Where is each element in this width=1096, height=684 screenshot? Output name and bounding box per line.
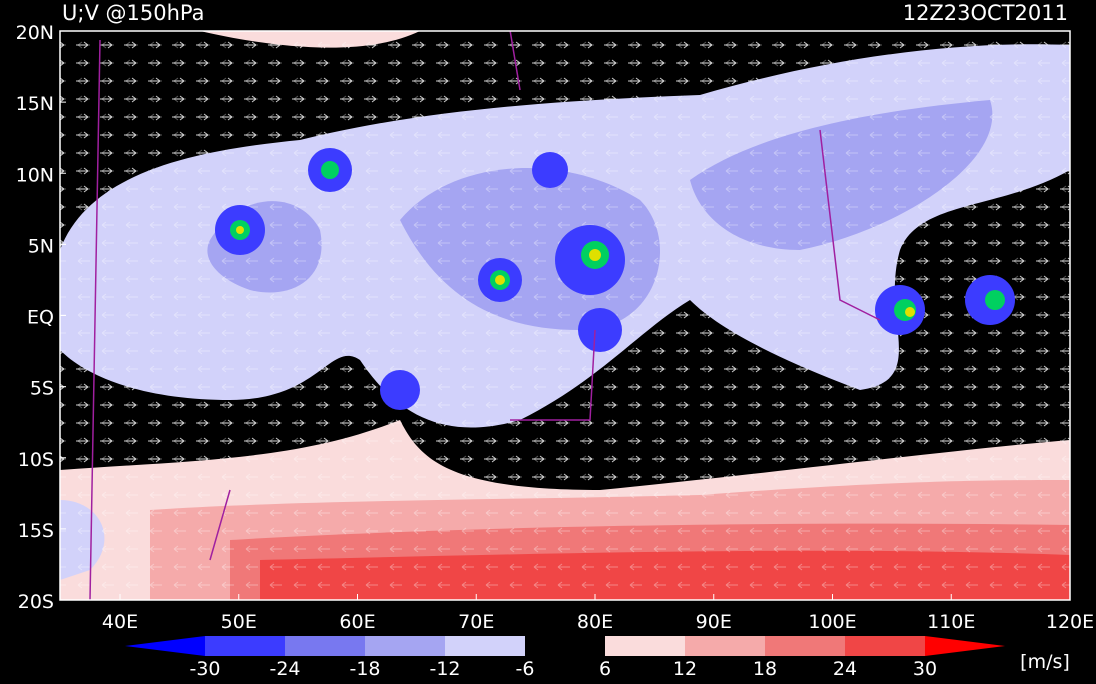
colorbar-label: 24	[833, 658, 857, 680]
colorbar-label: 30	[913, 658, 937, 680]
lat-label: 20S	[18, 591, 54, 613]
colorbar-label: 6	[599, 658, 611, 680]
title: U;V @150hPa	[62, 1, 204, 25]
axes: 20N 15N 10N 5N EQ 5S 10S 15S 20S 40E 50E 60E 70E 80E 9…	[16, 22, 1095, 633]
colorbar-box	[605, 636, 685, 656]
colorbar-label: -24	[269, 658, 300, 680]
colorbar-box	[445, 636, 525, 656]
colorbar-unit: [m/s]	[1020, 651, 1070, 673]
lat-label: 10S	[18, 449, 54, 471]
colorbar-label: -6	[516, 658, 535, 680]
colorbar-label: -30	[189, 658, 220, 680]
convection-peak	[236, 226, 915, 317]
lon-label: 50E	[221, 611, 257, 633]
lat-label: 10N	[16, 164, 54, 186]
lon-label: 90E	[696, 611, 732, 633]
colorbar-box	[685, 636, 765, 656]
lon-label: 70E	[458, 611, 494, 633]
lat-label: 20N	[16, 22, 54, 44]
lon-label: 110E	[927, 611, 975, 633]
colorbar: -30 -24 -18 -12 -6 6 12 18 24 30 [m/s]	[125, 636, 1070, 680]
lon-label: 120E	[1046, 611, 1094, 633]
colorbar-box	[365, 636, 445, 656]
lon-label: 60E	[339, 611, 375, 633]
colorbar-arrow	[925, 636, 1005, 656]
lon-label: 40E	[102, 611, 138, 633]
convection-core	[230, 161, 1005, 321]
lon-label: 100E	[808, 611, 856, 633]
map-field	[60, 31, 1070, 600]
colorbar-label: 18	[753, 658, 777, 680]
lat-label: 15N	[16, 93, 54, 115]
colorbar-box	[525, 636, 605, 656]
lat-label: 15S	[18, 520, 54, 542]
lon-label: 80E	[577, 611, 613, 633]
lat-label: 5S	[30, 378, 54, 400]
valid-time: 12Z23OCT2011	[903, 1, 1068, 25]
lat-label: EQ	[27, 307, 54, 329]
colorbar-box	[285, 636, 365, 656]
colorbar-arrow	[125, 636, 205, 656]
colorbar-label: 12	[673, 658, 697, 680]
colorbar-box	[765, 636, 845, 656]
colorbar-label: -12	[429, 658, 460, 680]
lat-label: 5N	[28, 235, 54, 257]
colorbar-box	[205, 636, 285, 656]
colorbar-label: -18	[349, 658, 380, 680]
colorbar-box	[845, 636, 925, 656]
